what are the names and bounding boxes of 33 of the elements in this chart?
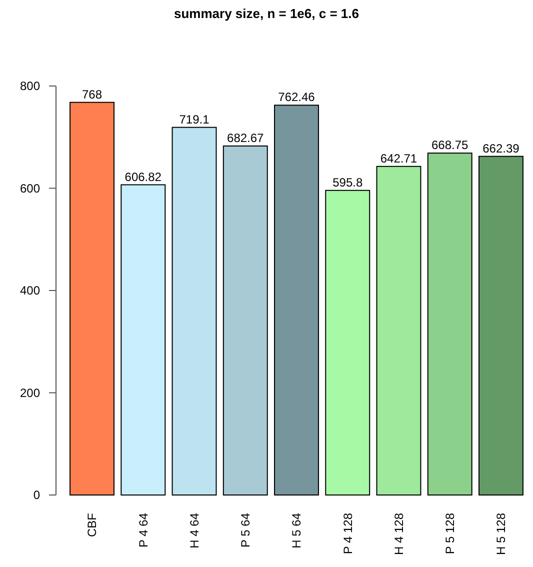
x-tick-label: P 4 64 (136, 512, 150, 548)
bar (325, 190, 370, 496)
bar (70, 102, 115, 496)
data-label: 768 (82, 87, 102, 102)
bar (478, 156, 524, 496)
y-tick-label: 400 (20, 284, 40, 298)
x-tick-label: H 4 128 (392, 512, 406, 556)
data-label: 668.75 (432, 138, 469, 152)
bar (120, 184, 166, 496)
bar (222, 145, 268, 496)
x-tick-label: H 4 64 (187, 512, 202, 548)
bar (427, 152, 472, 496)
data-label: 762.46 (278, 90, 316, 104)
data-label: 642.71 (380, 151, 418, 166)
chart-title: summary size, n = 1e6, c = 1.6 (174, 6, 360, 21)
bar (376, 166, 422, 496)
y-tick-label: 800 (20, 79, 40, 94)
y-tick-label: 0 (33, 488, 40, 502)
y-tick-label: 600 (20, 181, 40, 196)
bar (274, 104, 319, 496)
data-label: 606.82 (124, 170, 162, 184)
x-tick-label: H 5 128 (494, 512, 508, 556)
x-tick-label: H 5 64 (290, 512, 304, 548)
data-label: 595.8 (332, 175, 363, 190)
bar (172, 126, 217, 496)
x-tick-label: P 5 128 (443, 512, 458, 554)
x-tick-label: CBF (85, 513, 100, 537)
x-tick-label: P 4 128 (340, 512, 355, 554)
data-label: 662.39 (482, 141, 520, 156)
y-tick-label: 200 (20, 386, 40, 400)
data-label: 682.67 (227, 130, 264, 145)
data-label: 719.1 (179, 112, 210, 126)
x-tick-label: P 5 64 (238, 512, 253, 548)
